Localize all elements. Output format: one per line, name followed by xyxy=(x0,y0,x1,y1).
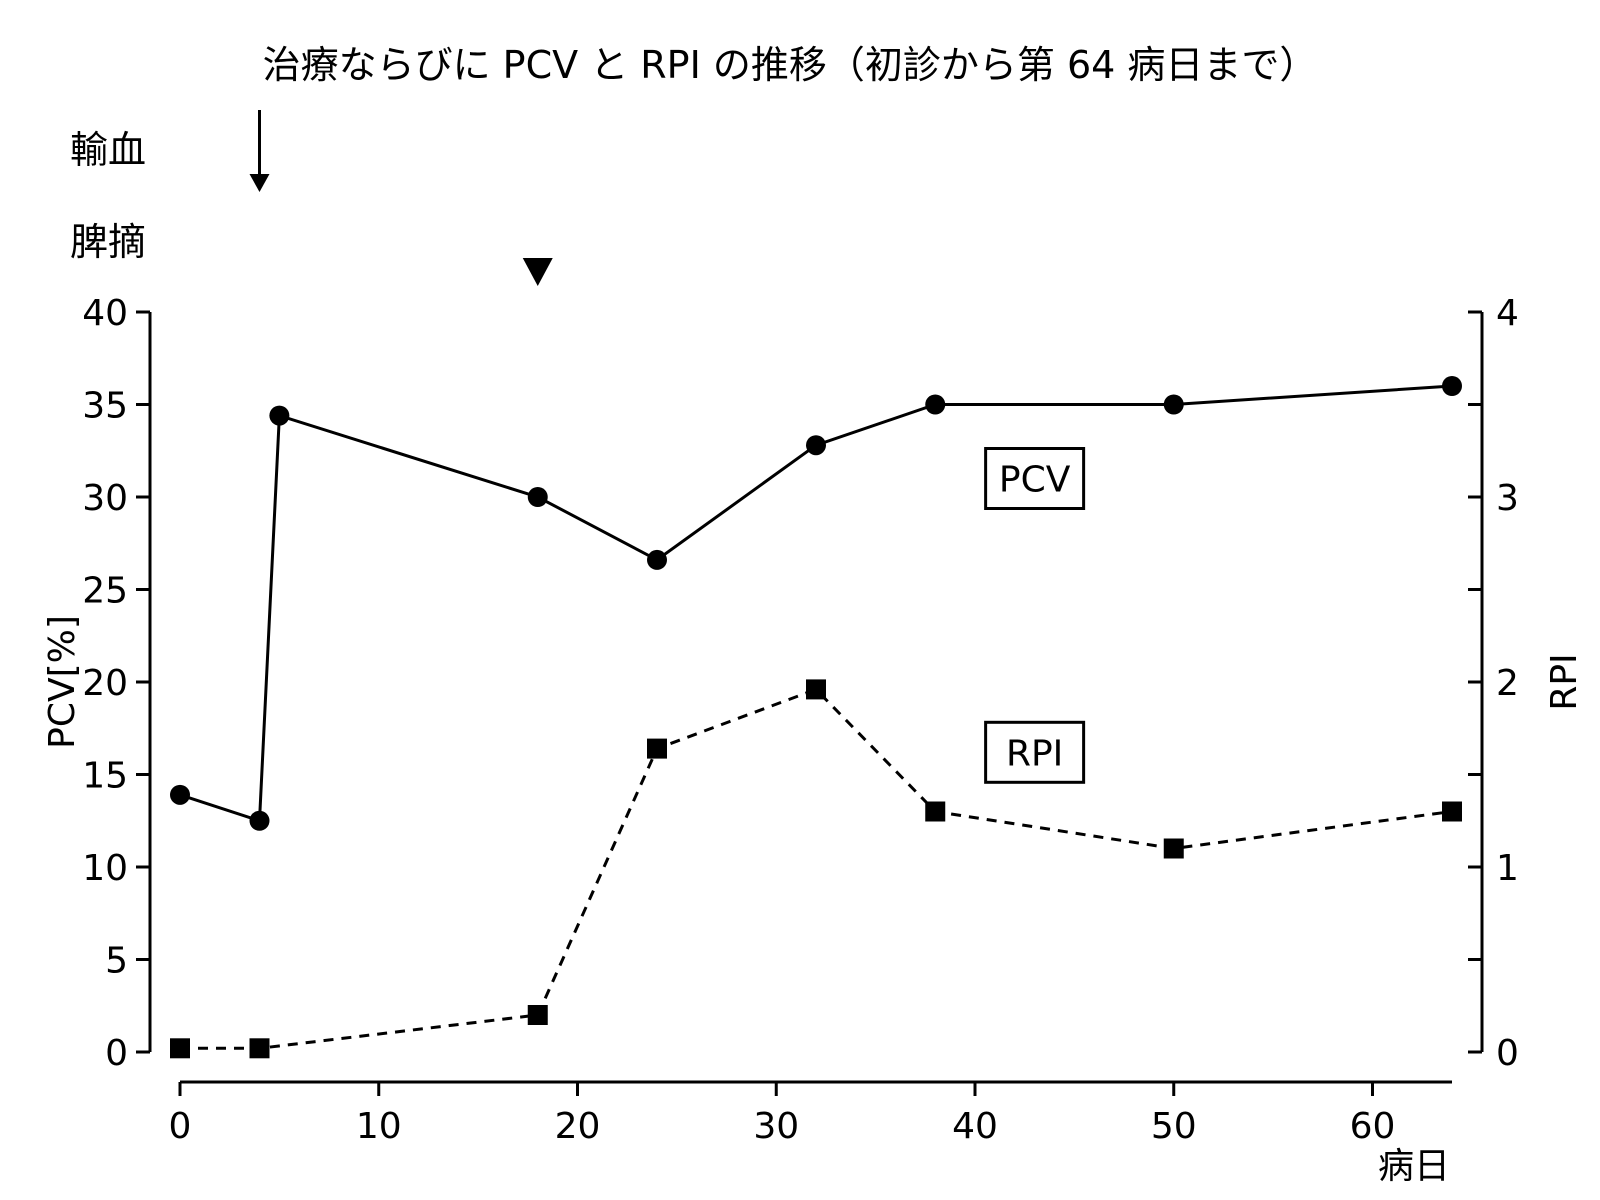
x-tick-label: 30 xyxy=(753,1106,799,1147)
x-axis-label: 病日 xyxy=(1378,1146,1450,1187)
point-pcv xyxy=(170,784,190,805)
plot-area: 0 10 20 30 40 50 60 0 5 10 15 20 25 30 35 40 0 1 2 3 4 PCV… xyxy=(82,293,1519,1147)
series-markers xyxy=(170,376,1462,1059)
y-left-tick-label: 10 xyxy=(82,848,128,889)
series-label-text: PCV xyxy=(999,460,1071,501)
y-left-ticks: 0 5 10 15 20 25 30 35 40 xyxy=(82,293,150,1074)
arrow-head-icon xyxy=(249,174,270,192)
y-right-axis-label: RPI xyxy=(1544,653,1585,710)
y-left-tick-label: 25 xyxy=(82,571,128,612)
y-right-tick-label: 3 xyxy=(1496,478,1519,519)
y-right-tick-label: 2 xyxy=(1496,663,1519,704)
x-tick-label: 50 xyxy=(1151,1106,1197,1147)
x-tick-label: 40 xyxy=(952,1106,998,1147)
x-tick-label: 60 xyxy=(1350,1106,1396,1147)
point-rpi xyxy=(647,738,667,759)
series-line-rpi xyxy=(180,687,1453,1050)
triangle-down-icon xyxy=(522,258,553,286)
point-pcv xyxy=(925,394,946,415)
x-tick-label: 10 xyxy=(356,1106,402,1147)
y-left-tick-label: 0 xyxy=(105,1033,128,1074)
series-label-text: RPI xyxy=(1006,733,1063,774)
y-left-tick-label: 30 xyxy=(82,478,128,519)
point-rpi xyxy=(925,801,946,822)
y-right-tick-label: 4 xyxy=(1496,293,1519,334)
point-pcv xyxy=(269,405,290,426)
point-pcv xyxy=(527,487,548,507)
y-right-ticks: 0 1 2 3 4 xyxy=(1468,293,1519,1074)
point-pcv xyxy=(647,549,667,570)
y-left-axis-label: PCV[%] xyxy=(42,615,83,749)
chart-title: 治療ならびに PCV と RPI の推移（初診から第 64 病日まで） xyxy=(263,43,1318,87)
point-rpi xyxy=(1442,801,1462,822)
point-rpi xyxy=(806,679,826,700)
point-rpi xyxy=(527,1005,548,1025)
annotation-label: 脾摘 xyxy=(70,220,146,264)
y-left-tick-label: 15 xyxy=(82,756,128,797)
series-label-box xyxy=(984,720,1086,784)
series-label-box xyxy=(984,447,1086,510)
y-right-tick-label: 0 xyxy=(1496,1033,1519,1074)
point-rpi xyxy=(249,1038,270,1059)
series-labels: PCV RPI xyxy=(984,447,1086,784)
point-pcv xyxy=(806,435,826,456)
point-pcv xyxy=(1442,376,1462,396)
point-pcv xyxy=(1163,394,1184,415)
y-right-tick-label: 1 xyxy=(1496,848,1519,889)
y-left-tick-label: 20 xyxy=(82,663,128,704)
series-lines xyxy=(179,384,1453,1050)
x-tick-label: 20 xyxy=(555,1106,601,1147)
x-tick-label: 0 xyxy=(169,1106,192,1147)
point-rpi xyxy=(1163,838,1184,859)
x-ticks: 0 10 20 30 40 50 60 xyxy=(169,1082,1396,1147)
annotation-label: 輸血 xyxy=(70,128,146,172)
point-rpi xyxy=(170,1038,190,1059)
y-left-tick-label: 5 xyxy=(105,941,128,982)
point-pcv xyxy=(249,810,270,831)
y-left-tick-label: 35 xyxy=(82,386,128,427)
y-left-tick-label: 40 xyxy=(82,293,128,334)
